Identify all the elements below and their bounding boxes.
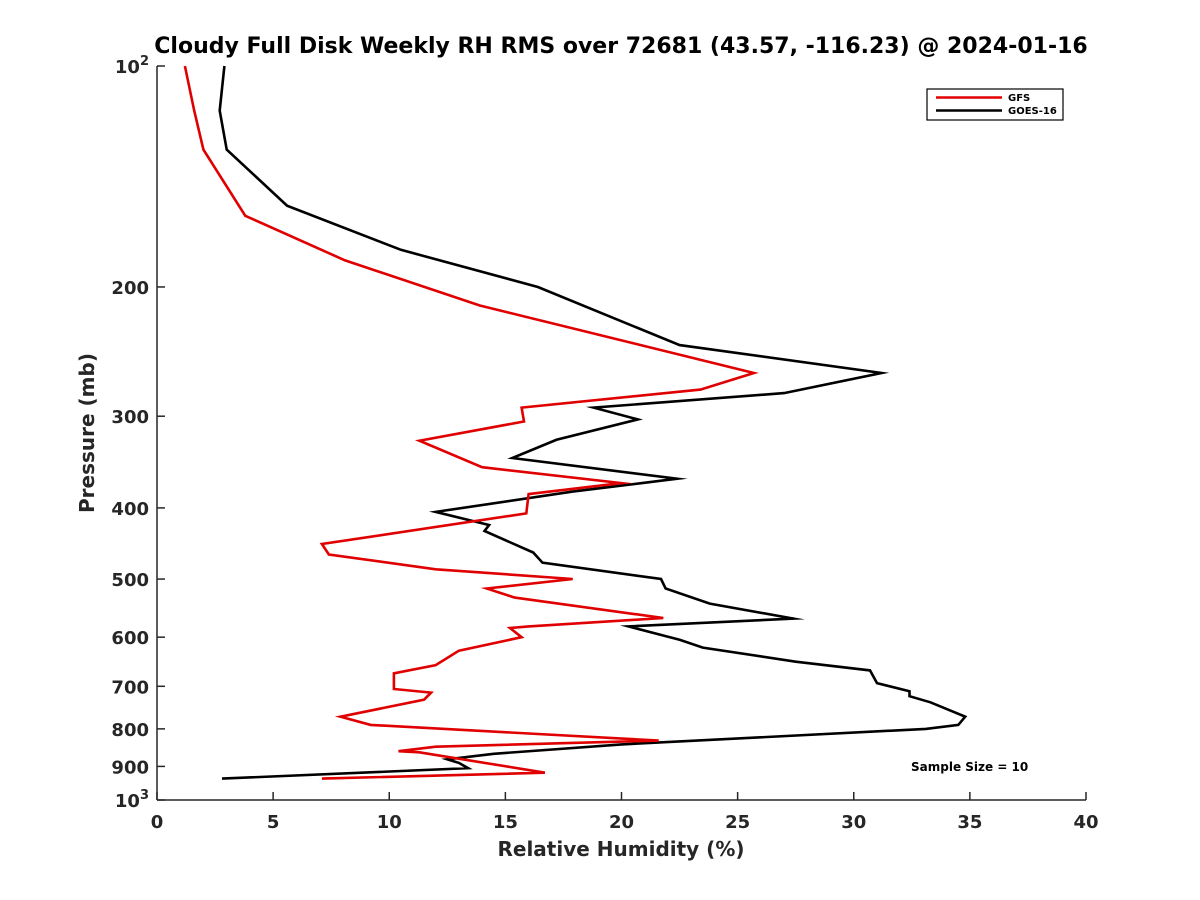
y-tick-base: 10 [115,57,140,78]
y-tick-label: 800 [111,720,149,741]
x-axis-ticks: 0 5 10 15 20 25 30 35 40 [151,792,1099,833]
x-tick-label: 40 [1073,812,1098,833]
y-tick-label: 500 [111,570,149,591]
series-line-gfs [183,65,759,780]
y-tick-label: 200 [111,278,149,299]
x-tick-label: 35 [957,812,982,833]
chart-title: Cloudy Full Disk Weekly RH RMS over 7268… [154,34,1087,59]
y-tick-label: 103 [115,788,149,812]
y-tick-exponent: 3 [140,788,149,803]
y-tick-label: 300 [111,407,149,428]
x-tick-label: 30 [841,812,866,833]
y-tick-exponent: 2 [140,54,149,69]
x-tick-label: 0 [151,812,164,833]
y-tick-base: 10 [115,791,140,812]
x-tick-label: 10 [377,812,402,833]
y-tick-label: 400 [111,499,149,520]
legend: GFS GOES-16 [926,88,1064,121]
series-layer [183,65,968,780]
x-tick-label: 25 [725,812,750,833]
series-line-goes16 [218,65,968,780]
y-tick-label: 102 [115,54,149,78]
y-tick-label: 900 [111,757,149,778]
legend-label-gfs: GFS [1008,93,1030,104]
legend-box [926,88,1064,121]
legend-label-goes16: GOES-16 [1008,106,1057,117]
x-axis-label: Relative Humidity (%) [497,837,744,861]
y-tick-label: 600 [111,628,149,649]
x-tick-label: 20 [609,812,634,833]
x-tick-label: 15 [493,812,518,833]
y-axis-label: Pressure (mb) [75,353,99,513]
x-tick-label: 5 [267,812,280,833]
sample-size-note: Sample Size = 10 [911,760,1028,774]
y-tick-label: 700 [111,677,149,698]
